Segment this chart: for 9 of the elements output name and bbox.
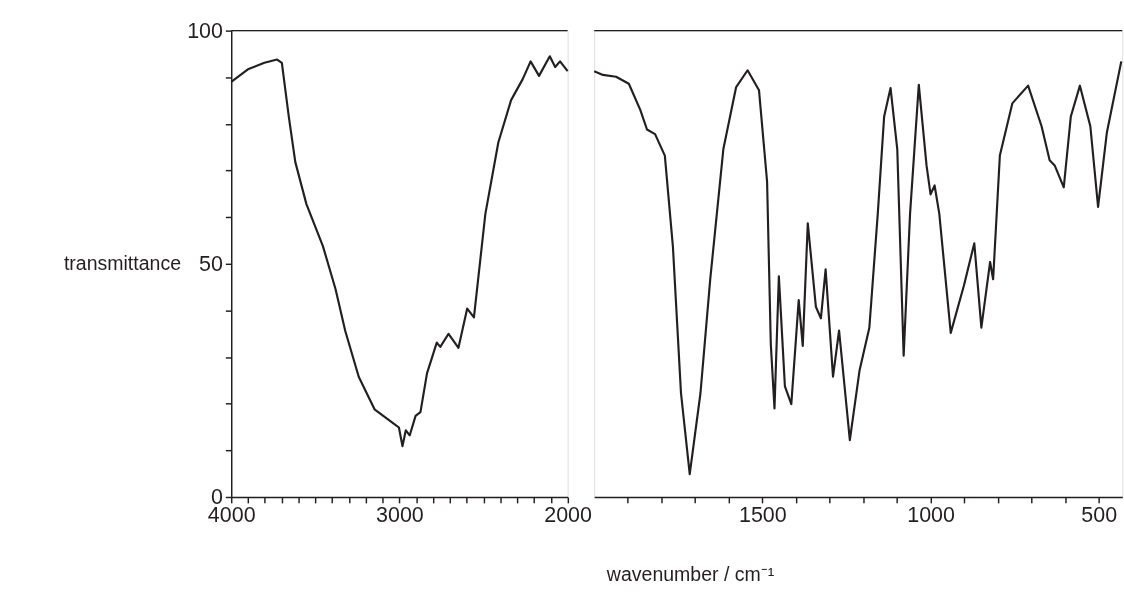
x-tick-label: 2000 [544,502,593,527]
y-axis-title: transmittance [63,252,181,275]
x-tick-label: 1000 [907,502,955,527]
x-tick-label: 1500 [739,502,787,527]
y-tick-label: 50 [199,252,223,277]
x-axis-title: wavenumber / cm⁻¹ [605,563,775,586]
y-tick-label: 100 [187,18,224,43]
x-tick-label: 500 [1081,502,1118,527]
x-tick-label: 3000 [376,502,424,527]
